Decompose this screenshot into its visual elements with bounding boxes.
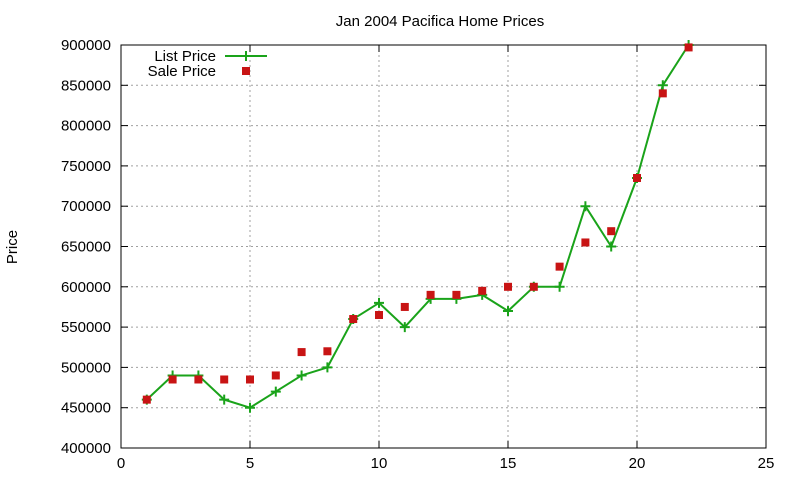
y-axis-label: Price <box>4 230 21 264</box>
y-tick-label: 550000 <box>61 319 111 336</box>
legend-marker-list-price <box>241 51 251 61</box>
data-point-sale-price <box>658 89 667 98</box>
data-point-list-price <box>606 241 617 252</box>
x-tick-label: 15 <box>500 455 517 472</box>
data-point-list-price <box>503 305 513 316</box>
y-tick-label: 900000 <box>61 37 111 54</box>
data-point-sale-price <box>633 173 641 182</box>
data-point-list-price <box>219 394 230 405</box>
y-tick-label: 700000 <box>61 198 111 215</box>
data-point-sale-price <box>478 286 487 295</box>
y-tick-label: 450000 <box>61 400 111 417</box>
data-point-sale-price <box>194 375 203 384</box>
data-point-sale-price <box>504 282 512 291</box>
data-point-sale-price <box>400 302 409 311</box>
data-point-list-price <box>270 386 281 397</box>
data-point-sale-price <box>246 375 254 384</box>
data-point-list-price <box>322 362 333 373</box>
legend-label-sale-price: Sale Price <box>148 63 216 80</box>
data-point-sale-price <box>555 262 564 271</box>
data-point-list-price <box>554 281 565 292</box>
y-tick-label: 750000 <box>61 158 111 175</box>
data-point-sale-price <box>220 375 229 384</box>
data-point-sale-price <box>142 395 151 404</box>
data-point-sale-price <box>297 348 306 357</box>
data-point-sale-price <box>349 315 358 324</box>
y-tick-label: 400000 <box>61 440 111 457</box>
data-point-sale-price <box>168 375 177 384</box>
data-point-sale-price <box>684 43 693 52</box>
data-point-sale-price <box>426 290 435 299</box>
x-tick-label: 5 <box>246 455 254 472</box>
x-tick-label: 10 <box>371 455 388 472</box>
y-tick-label: 800000 <box>61 118 111 135</box>
data-point-sale-price <box>375 311 383 320</box>
x-tick-label: 0 <box>117 455 125 472</box>
axis-ticks: 400000 450000 500000 550000 600000 650000 7000… <box>61 37 774 472</box>
data-point-list-price <box>245 402 255 413</box>
series-layer <box>141 40 694 413</box>
y-tick-label: 850000 <box>61 77 111 94</box>
y-tick-label: 500000 <box>61 359 111 376</box>
y-tick-label: 600000 <box>61 279 111 296</box>
chart-title: Jan 2004 Pacifica Home Prices <box>336 13 544 30</box>
data-point-list-price <box>374 297 384 308</box>
data-point-list-price <box>399 322 410 333</box>
data-point-sale-price <box>529 282 538 291</box>
data-point-list-price <box>296 370 307 381</box>
series-line-0 <box>146 44 690 409</box>
data-point-sale-price <box>607 227 616 236</box>
grid-lines <box>121 45 766 448</box>
legend-marker-sale-price <box>242 67 250 75</box>
data-point-list-price <box>580 201 591 212</box>
data-point-list-price <box>657 80 668 91</box>
legend: List Price Sale Price <box>148 48 267 80</box>
data-point-sale-price <box>452 290 461 299</box>
data-point-sale-price <box>581 238 590 247</box>
y-tick-label: 650000 <box>61 239 111 256</box>
data-point-sale-price <box>323 347 332 356</box>
data-point-sale-price <box>271 371 280 380</box>
x-tick-label: 20 <box>629 455 646 472</box>
x-tick-label: 25 <box>758 455 775 472</box>
legend-label-list-price: List Price <box>154 48 216 65</box>
